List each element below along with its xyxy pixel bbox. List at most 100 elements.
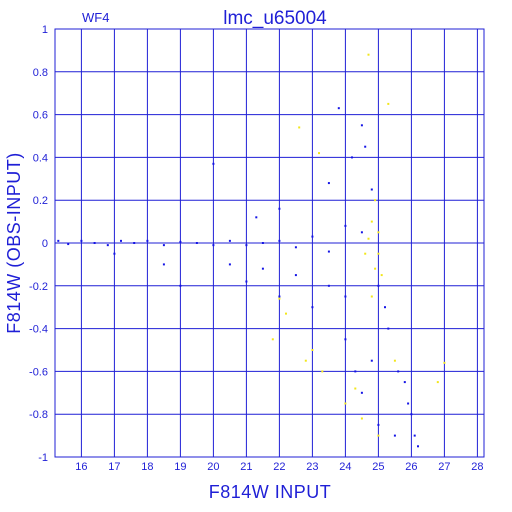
y-tick-label: 0.8 (33, 67, 48, 79)
data-point-blue (278, 295, 281, 298)
x-tick-label: 17 (108, 461, 120, 473)
data-point-blue (294, 274, 297, 277)
data-point-blue (67, 243, 70, 246)
y-tick-label: 0.6 (33, 110, 48, 122)
data-point-blue (294, 246, 297, 249)
data-point-yellow (377, 231, 380, 234)
data-point-yellow (377, 252, 380, 255)
data-point-yellow (367, 53, 370, 56)
data-point-blue (261, 267, 264, 270)
x-tick-label: 20 (207, 461, 219, 473)
data-point-blue (360, 391, 363, 394)
data-point-blue (261, 242, 264, 244)
data-point-blue (410, 413, 413, 416)
data-point-yellow (380, 274, 383, 277)
data-point-yellow (377, 434, 380, 437)
data-point-blue (162, 244, 165, 247)
data-point-blue (212, 162, 215, 165)
data-point-blue (360, 231, 363, 234)
data-point-yellow (370, 295, 373, 298)
data-point-blue (212, 244, 215, 247)
data-point-yellow (344, 402, 347, 405)
y-tick-label: -0.4 (29, 324, 48, 336)
data-point-yellow (364, 252, 367, 255)
data-point-blue (417, 445, 419, 448)
x-tick-label: 28 (471, 461, 483, 473)
data-point-blue (179, 284, 182, 287)
x-tick-label: 27 (438, 461, 450, 473)
x-tick-label: 16 (75, 461, 87, 473)
data-point-yellow (318, 152, 320, 155)
data-point-yellow (298, 126, 301, 129)
data-point-yellow (387, 102, 390, 105)
data-point-blue (384, 306, 386, 309)
data-point-blue (393, 434, 396, 437)
y-tick-label: 0.4 (33, 152, 48, 164)
data-point-blue (311, 235, 314, 238)
data-point-blue (344, 338, 347, 341)
x-tick-label: 22 (273, 461, 285, 473)
data-point-blue (195, 242, 198, 244)
data-point-blue (311, 306, 314, 309)
data-point-yellow (443, 361, 446, 364)
data-point-yellow (374, 199, 377, 202)
data-point-blue (370, 188, 373, 191)
chart-title: lmc_u65004 (223, 8, 327, 29)
data-point-yellow (278, 297, 281, 300)
data-point-blue (403, 381, 406, 384)
data-point-blue (327, 182, 330, 185)
data-point-blue (387, 327, 390, 330)
data-point-blue (133, 242, 136, 244)
x-tick-label: 25 (372, 461, 384, 473)
data-point-blue (120, 239, 122, 242)
y-tick-label: -1 (38, 452, 48, 464)
data-point-yellow (367, 237, 370, 240)
data-point-blue (327, 284, 330, 287)
data-point-blue (397, 370, 400, 373)
y-tick-label: -0.2 (29, 281, 48, 293)
data-point-blue (351, 156, 353, 159)
data-point-blue (337, 107, 340, 110)
x-tick-label: 19 (174, 461, 186, 473)
x-tick-label: 21 (240, 461, 252, 473)
data-point-blue (377, 284, 380, 287)
data-point-blue (245, 244, 248, 247)
y-axis-title: F814W (OBS-INPUT) (4, 152, 24, 334)
data-point-yellow (271, 338, 274, 341)
data-point-blue (106, 244, 109, 247)
data-point-blue (57, 239, 60, 242)
data-point-blue (80, 239, 83, 242)
x-tick-label: 18 (141, 461, 153, 473)
x-tick-label: 23 (306, 461, 318, 473)
panel-label: WF4 (82, 10, 109, 25)
data-point-yellow (370, 220, 373, 223)
data-point-blue (228, 263, 231, 266)
data-point-blue (228, 239, 231, 242)
y-tick-label: 1 (42, 24, 48, 36)
data-point-yellow (393, 359, 396, 362)
data-point-yellow (354, 387, 357, 390)
y-tick-label: -0.8 (29, 409, 48, 421)
grid-lines (55, 29, 484, 457)
plot-frame (54, 28, 485, 458)
data-point-yellow (360, 417, 363, 420)
data-point-blue (413, 434, 416, 437)
data-point-blue (146, 239, 149, 242)
data-point-blue (162, 263, 165, 266)
data-point-blue (360, 124, 363, 127)
y-tick-labels: -1 -0.8 -0.6 -0.4 -0.2 0 0.2 0.4 0.6 0.8 1 (29, 24, 48, 464)
x-tick-labels: 16 17 18 19 20 21 22 23 24 25 26 27 28 (75, 461, 483, 473)
data-point-blue (245, 280, 248, 283)
data-point-blue (93, 242, 96, 244)
x-axis-title: F814W INPUT (209, 482, 332, 502)
x-tick-label: 24 (339, 461, 351, 473)
data-point-yellow (321, 370, 324, 373)
y-tick-label: 0 (42, 238, 48, 250)
data-point-blue (327, 250, 330, 253)
x-tick-label: 26 (405, 461, 417, 473)
data-point-blue (179, 240, 182, 243)
data-point-yellow (374, 267, 377, 270)
data-points (57, 53, 446, 448)
data-point-blue (113, 252, 116, 255)
